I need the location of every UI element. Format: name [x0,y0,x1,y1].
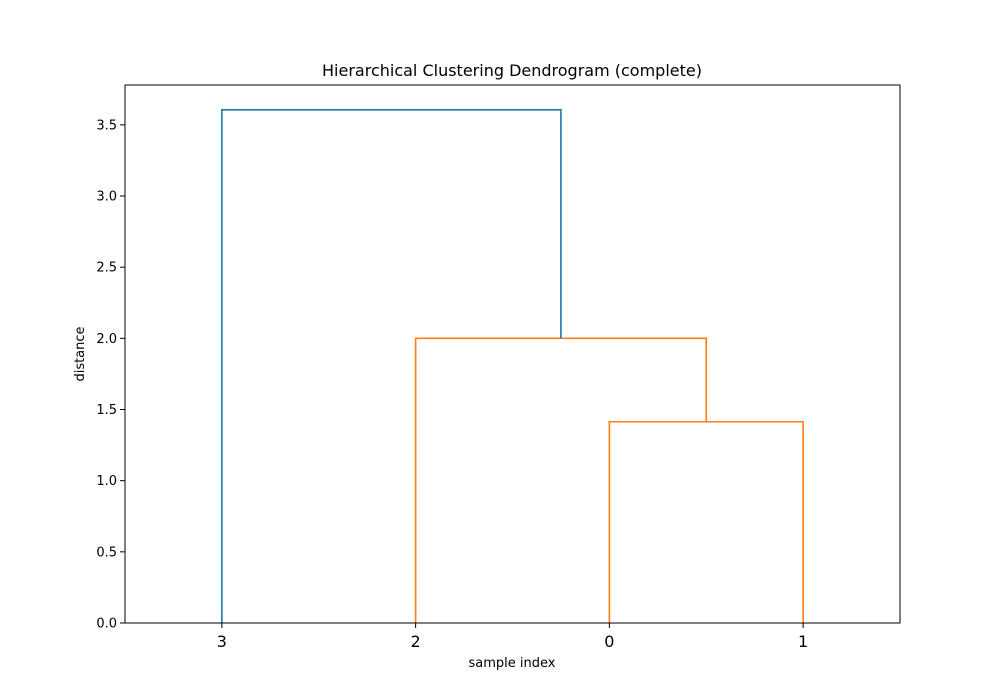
y-tick-label: 1.5 [96,403,117,418]
y-axis-label: distance [73,326,88,381]
x-tick-label-leaf: 3 [217,632,227,651]
x-axis: 3 2 0 1 [217,623,808,651]
y-tick-label: 0.5 [96,545,117,560]
y-tick-label: 1.0 [96,474,117,489]
plot-area-frame [124,84,901,624]
y-tick-label: 3.0 [96,190,117,205]
x-tick-label-leaf: 1 [798,632,808,651]
dendrogram-link-link-2-01 [414,337,708,623]
dendrogram-links [221,108,804,623]
y-tick-label: 0.0 [96,617,117,632]
y-tick-label: 3.5 [96,118,117,133]
x-tick-label-leaf: 0 [604,632,614,651]
y-tick-label: 2.5 [96,261,117,276]
dendrogram-link-link-3-201 [221,108,562,623]
x-axis-label: sample index [469,656,556,671]
chart-title: Hierarchical Clustering Dendrogram (comp… [322,61,702,80]
x-tick-label-leaf: 2 [411,632,421,651]
dendrogram-link-link-0-1 [608,420,804,623]
y-axis: 0.0 0.5 1.0 1.5 2.0 2.5 3.0 3.5 [96,118,125,632]
y-tick-label: 2.0 [96,332,117,347]
